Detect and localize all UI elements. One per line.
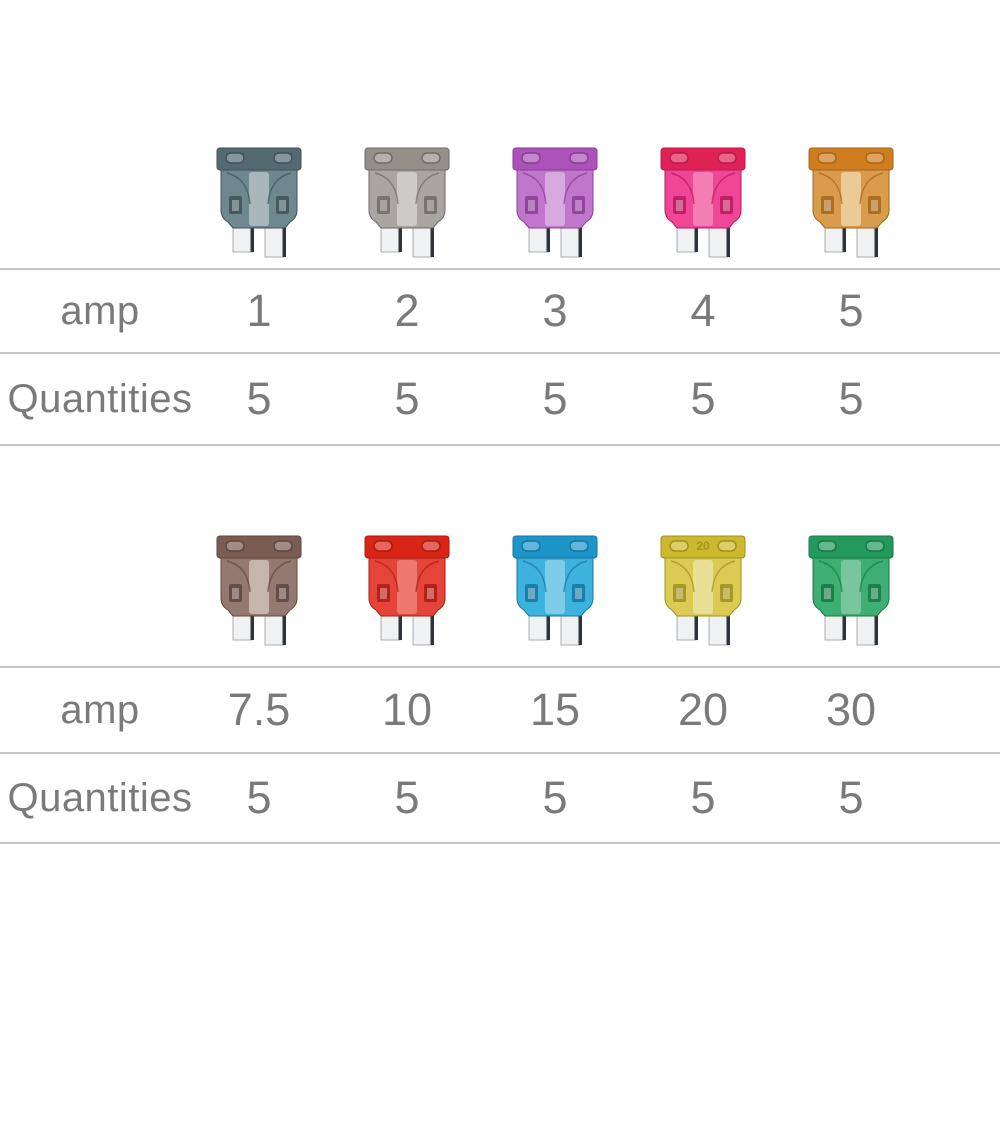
blade-fuse-icon [512,147,598,258]
quantities-row: Quantities 5 5 5 5 5 [0,354,1000,446]
fuse-top-cap [512,535,598,559]
quantity-value: 5 [838,373,864,424]
amp-label: amp [60,288,140,333]
amp-value: 1 [246,285,272,336]
amp-label: amp [60,687,140,732]
fuse-body [220,557,298,617]
fuse-top-cap [364,535,450,559]
blade-fuse-icon: 20 [660,535,746,646]
fuse-image-30a-green [805,534,897,646]
amp-value: 20 [677,684,729,735]
fuse-top-cap [512,147,598,171]
fuse-prongs [232,613,286,646]
fuse-spec-chart: amp 1 2 3 4 5 Quantities 5 5 5 5 5 [0,146,1000,844]
fuse-image-2a-gray [361,146,453,258]
fuse-image-1a-dark-teal [213,146,305,258]
quantity-value: 5 [690,772,716,823]
quantities-row: Quantities 5 5 5 5 5 [0,754,1000,844]
fuse-image-row: 20 [0,534,1000,646]
amp-value: 3 [542,285,568,336]
fuse-top-cap [660,147,746,171]
fuse-group-high-amps: 20 [0,534,1000,844]
blade-fuse-icon [216,535,302,646]
fuse-image-7.5a-brown [213,534,305,646]
fuse-prongs [380,613,434,646]
amp-value: 7.5 [227,684,291,735]
blade-fuse-icon [808,147,894,258]
amp-value: 30 [825,684,877,735]
fuse-top-cap [216,535,302,559]
fuse-body [516,169,594,229]
quantity-value: 5 [542,373,568,424]
fuse-image-5a-orange [805,146,897,258]
spec-table: amp 1 2 3 4 5 Quantities 5 5 5 5 5 [0,268,1000,446]
quantities-label: Quantities [7,775,193,820]
fuse-prongs [528,613,582,646]
fuse-top-label: 20 [696,539,710,553]
fuse-top-cap [216,147,302,171]
fuse-image-10a-red [361,534,453,646]
fuse-prongs [676,613,730,646]
quantity-value: 5 [838,772,864,823]
fuse-body [368,557,446,617]
fuse-body [664,557,742,617]
fuse-prongs [824,613,878,646]
amp-row: amp 1 2 3 4 5 [0,270,1000,354]
fuse-group-low-amps: amp 1 2 3 4 5 Quantities 5 5 5 5 5 [0,146,1000,446]
fuse-body [812,169,890,229]
quantity-value: 5 [542,772,568,823]
blade-fuse-icon [808,535,894,646]
quantity-value: 5 [394,772,420,823]
blade-fuse-icon [512,535,598,646]
amp-value: 15 [529,684,581,735]
fuse-body [812,557,890,617]
fuse-prongs [380,225,434,258]
blade-fuse-icon [364,147,450,258]
fuse-image-4a-pink [657,146,749,258]
fuse-prongs [676,225,730,258]
amp-value: 4 [690,285,716,336]
fuse-body [516,557,594,617]
fuse-image-3a-violet [509,146,601,258]
fuse-body [664,169,742,229]
blade-fuse-icon [364,535,450,646]
blade-fuse-icon [216,147,302,258]
fuse-top-cap [808,147,894,171]
fuse-image-row [0,146,1000,258]
quantity-value: 5 [246,772,272,823]
amp-row: amp 7.5 10 15 20 30 [0,668,1000,754]
amp-value: 5 [838,285,864,336]
amp-value: 10 [381,684,433,735]
quantity-value: 5 [690,373,716,424]
quantity-value: 5 [394,373,420,424]
fuse-prongs [824,225,878,258]
spec-table: amp 7.5 10 15 20 30 Quantities 5 5 5 5 5 [0,666,1000,844]
quantities-label: Quantities [7,376,193,421]
fuse-body [368,169,446,229]
fuse-top-cap: 20 [660,535,746,559]
fuse-body [220,169,298,229]
amp-value: 2 [394,285,420,336]
quantity-value: 5 [246,373,272,424]
fuse-image-15a-blue [509,534,601,646]
fuse-top-cap [364,147,450,171]
blade-fuse-icon [660,147,746,258]
fuse-image-20a-yellow: 20 [657,534,749,646]
fuse-prongs [528,225,582,258]
fuse-prongs [232,225,286,258]
fuse-top-cap [808,535,894,559]
